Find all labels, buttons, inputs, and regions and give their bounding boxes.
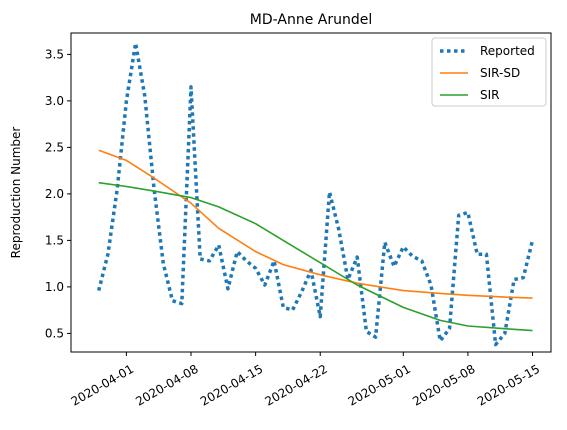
legend-label: SIR [480,88,500,102]
x-tick-label: 2020-04-15 [198,362,265,409]
x-axis: 2020-04-012020-04-082020-04-152020-04-22… [69,352,542,409]
x-tick-label: 2020-04-22 [263,362,330,409]
x-tick-label: 2020-05-01 [346,362,413,409]
y-tick-label: 1.5 [45,233,64,247]
legend: Reported SIR-SD SIR [431,37,547,107]
x-tick-label: 2020-04-01 [69,362,136,409]
y-tick-label: 1.0 [45,280,64,294]
series-layer [97,41,535,347]
axes-frame [70,32,552,353]
chart-title: MD-Anne Arundel [250,12,372,28]
series-line-reported [97,41,535,347]
y-tick-label: 0.5 [45,326,64,340]
x-tick-label: 2020-05-08 [410,362,477,409]
series-line-sir [98,181,533,332]
legend-label: Reported [480,44,535,58]
y-tick-label: 2.5 [45,140,64,154]
x-tick-label: 2020-04-08 [133,362,200,409]
y-tick-label: 3.0 [45,94,64,108]
x-tick-label: 2020-05-15 [475,362,542,409]
legend-label: SIR-SD [480,66,520,80]
y-axis: 0.5 1.0 1.5 2.0 2.5 3.0 3.5 [45,47,71,340]
y-tick-label: 3.5 [45,47,64,61]
legend-box [431,37,547,107]
series-line-sir-sd [98,149,533,299]
y-tick-label: 2.0 [45,187,64,201]
y-axis-label: Reproduction Number [9,127,23,259]
